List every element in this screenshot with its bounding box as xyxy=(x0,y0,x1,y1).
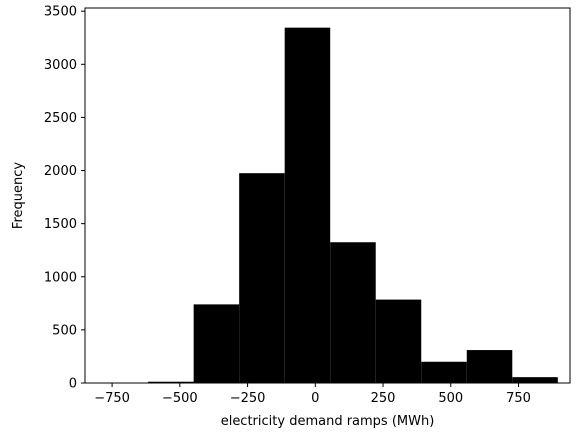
x-tick-label: −250 xyxy=(230,391,266,406)
histogram-bar xyxy=(512,377,558,383)
y-tick-label: 3000 xyxy=(44,58,77,73)
x-tick-label: 250 xyxy=(371,391,396,406)
y-tick-label: 3500 xyxy=(44,5,77,20)
y-tick-label: 500 xyxy=(52,323,77,338)
x-tick-label: 500 xyxy=(438,391,463,406)
histogram-bar xyxy=(193,304,240,383)
histogram-bar xyxy=(421,361,467,383)
y-tick-label: 0 xyxy=(69,377,77,392)
x-tick-label: 0 xyxy=(311,391,319,406)
histogram-bar xyxy=(375,299,422,383)
histogram-bar xyxy=(148,381,194,383)
y-axis-label: Frequency xyxy=(11,162,26,229)
y-tick-label: 2500 xyxy=(44,111,77,126)
y-tick-label: 1000 xyxy=(44,270,77,285)
histogram-bar xyxy=(330,242,376,383)
histogram-bar xyxy=(239,173,285,383)
y-axis-ticks: 0 500 1000 1500 2000 2500 3000 3500 xyxy=(44,5,85,392)
x-tick-label: 750 xyxy=(506,391,531,406)
x-tick-label: −750 xyxy=(94,391,130,406)
plot-frame xyxy=(84,7,571,384)
x-axis-label: electricity demand ramps (MWh) xyxy=(221,414,435,429)
x-tick-label: −500 xyxy=(162,391,198,406)
x-axis-ticks: −750 −500 −250 0 250 500 750 xyxy=(94,383,531,406)
y-tick-label: 1500 xyxy=(44,217,77,232)
y-tick-label: 2000 xyxy=(44,164,77,179)
histogram-bars xyxy=(102,27,558,383)
histogram-bar xyxy=(284,27,331,383)
histogram-bar xyxy=(466,350,513,383)
